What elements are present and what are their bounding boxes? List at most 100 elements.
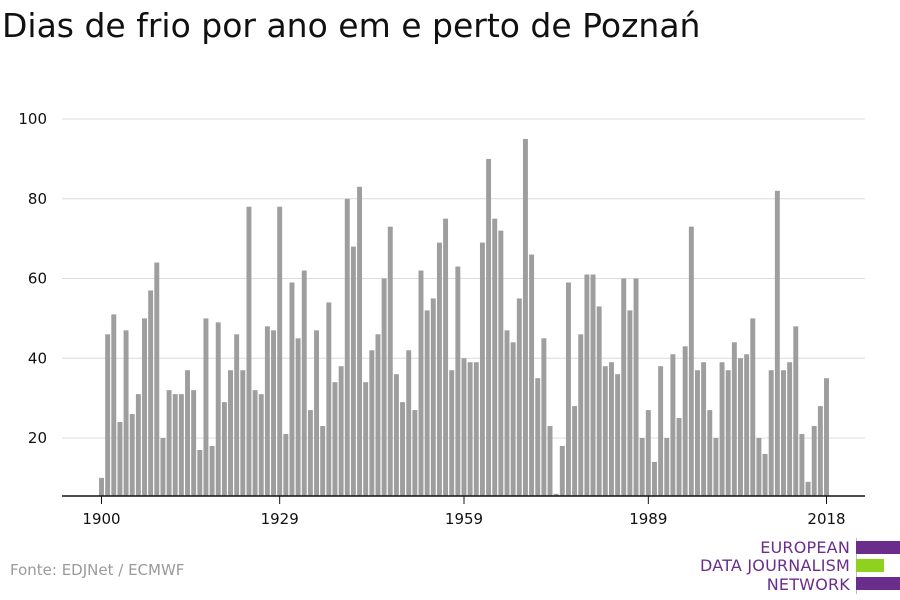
logo-bar-green: [856, 559, 884, 572]
bar-1989: [645, 410, 651, 496]
bar-1954: [430, 298, 436, 496]
bar-1900: [99, 477, 104, 497]
y-tick-label: 40: [28, 349, 47, 367]
y-tick-label: 80: [28, 190, 47, 208]
bar-1924: [246, 206, 252, 497]
bar-1961: [473, 362, 479, 496]
bar-2001: [719, 362, 725, 496]
bar-1905: [129, 414, 135, 496]
bar-1911: [166, 390, 172, 496]
bar-2016: [811, 426, 817, 496]
bar-1915: [191, 390, 197, 496]
bar-1967: [510, 342, 516, 496]
bar-1952: [418, 270, 424, 496]
bar-1913: [178, 394, 184, 496]
bar-1965: [498, 230, 504, 496]
bar-1970: [529, 254, 535, 496]
bar-2018: [824, 378, 829, 496]
bar-1959: [461, 358, 467, 496]
bar-1975: [559, 445, 565, 496]
bar-2004: [738, 358, 743, 496]
bar-1914: [185, 370, 190, 496]
bar-1906: [135, 394, 141, 496]
x-tick-label: 1959: [445, 510, 483, 528]
bar-1976: [565, 282, 571, 496]
bar-1951: [412, 410, 418, 496]
logo-bar-purple-1: [856, 541, 900, 554]
bar-1937: [326, 302, 332, 496]
bar-1946: [381, 278, 387, 496]
bar-1979: [584, 274, 590, 496]
bar-1957: [449, 370, 455, 496]
bar-1917: [203, 318, 209, 497]
bar-1996: [688, 226, 694, 496]
bar-1953: [424, 310, 430, 496]
bar-1960: [467, 362, 473, 496]
bar-1956: [443, 218, 449, 496]
edjnet-logo: EUROPEAN DATA JOURNALISM NETWORK: [700, 538, 900, 594]
bar-1929: [277, 206, 283, 497]
bar-2002: [725, 370, 731, 496]
bar-2005: [744, 354, 750, 496]
bar-1963: [486, 158, 492, 497]
bar-1933: [301, 270, 307, 496]
bar-1971: [535, 378, 541, 496]
bar-1935: [314, 330, 320, 496]
bars: [99, 138, 829, 497]
bar-1958: [455, 266, 461, 496]
bar-2000: [713, 438, 719, 496]
bar-2011: [781, 370, 786, 496]
x-tick-label: 1900: [82, 510, 120, 528]
bar-1987: [633, 278, 639, 496]
bar-1990: [651, 461, 657, 496]
bar-1944: [369, 350, 375, 496]
bar-1923: [240, 370, 246, 496]
bar-1907: [142, 318, 147, 497]
bar-2007: [756, 438, 762, 496]
bar-1986: [627, 310, 633, 496]
bar-chart: 20 40 60 80 100 1900 1929 1959 1989 2018: [18, 110, 865, 528]
bar-2010: [774, 190, 780, 497]
bar-1934: [307, 410, 313, 496]
bar-1940: [344, 198, 350, 496]
bar-1962: [479, 242, 485, 496]
bar-1928: [271, 330, 276, 496]
bar-1968: [516, 298, 522, 496]
bar-1909: [154, 262, 160, 496]
bar-2014: [799, 434, 805, 496]
bar-1920: [221, 402, 227, 496]
bar-2009: [768, 370, 774, 496]
logo-text-line-2: DATA JOURNALISM: [700, 556, 850, 575]
bar-1912: [172, 394, 178, 496]
bar-1931: [289, 282, 295, 496]
bar-1941: [350, 246, 356, 496]
bar-1947: [387, 226, 393, 496]
bar-1984: [615, 374, 621, 496]
bar-1950: [406, 350, 412, 496]
bar-2008: [762, 453, 768, 496]
bar-1922: [234, 334, 240, 496]
bar-1910: [160, 438, 166, 496]
bar-2006: [750, 318, 756, 497]
bar-1998: [701, 362, 707, 496]
logo-bar-purple-2: [856, 577, 900, 590]
bar-1919: [215, 322, 221, 496]
bar-1927: [264, 326, 270, 496]
bar-1985: [621, 278, 627, 496]
bar-1997: [695, 370, 700, 496]
bar-1918: [209, 445, 215, 496]
bar-2003: [731, 342, 737, 496]
bar-1932: [295, 338, 301, 496]
logo-text-line-3: NETWORK: [766, 575, 850, 594]
bar-1942: [357, 186, 363, 497]
bar-1982: [602, 366, 608, 496]
bar-1977: [572, 406, 578, 496]
y-axis-ticks: 20 40 60 80 100: [18, 110, 47, 447]
bar-1973: [547, 426, 553, 496]
bar-1930: [283, 434, 289, 496]
x-tick-label: 1929: [261, 510, 299, 528]
bar-1901: [105, 334, 111, 496]
bar-1943: [363, 382, 369, 496]
bar-1992: [664, 438, 670, 496]
bar-1972: [541, 338, 547, 496]
